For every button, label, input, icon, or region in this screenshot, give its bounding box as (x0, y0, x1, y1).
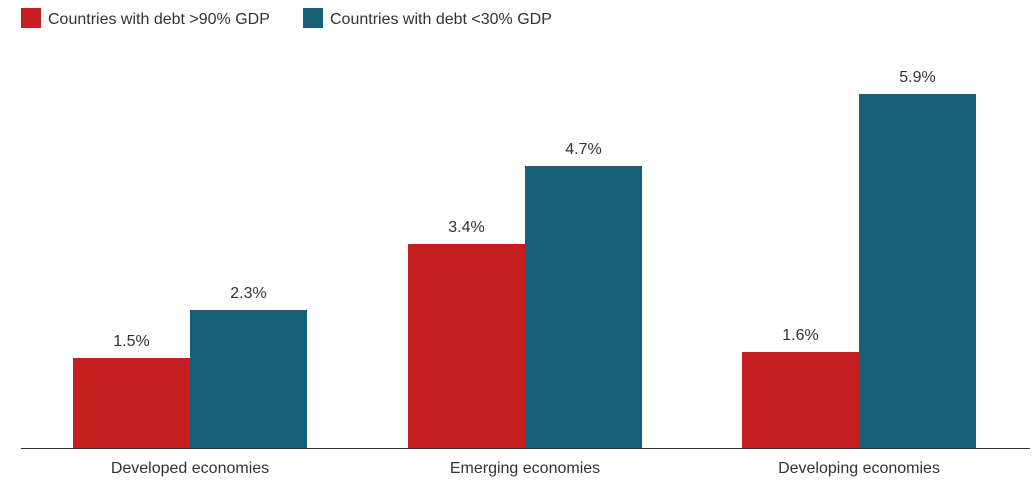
x-tick-label-emerging-economies: Emerging economies (450, 460, 600, 477)
x-tick-label-developed-economies: Developed economies (111, 460, 269, 477)
data-label-developed-economies-low-debt: 2.3% (230, 285, 266, 302)
bar-developing-economies-low-debt (859, 94, 976, 448)
legend: Countries with debt >90% GDP Countries w… (21, 8, 552, 28)
bar-emerging-economies-high-debt (408, 244, 525, 448)
legend-label-high-debt: Countries with debt >90% GDP (48, 11, 270, 28)
data-label-emerging-economies-high-debt: 3.4% (448, 219, 484, 236)
bars (73, 94, 976, 448)
bar-emerging-economies-low-debt (525, 166, 642, 448)
bar-developed-economies-low-debt (190, 310, 307, 448)
data-labels: 1.5% 2.3% 3.4% 4.7% 1.6% 5.9% (113, 69, 935, 350)
data-label-developing-economies-high-debt: 1.6% (782, 327, 818, 344)
x-axis-tick-labels: Developed economies Emerging economies Dev… (111, 460, 940, 477)
bar-developing-economies-high-debt (742, 352, 859, 448)
data-label-developed-economies-high-debt: 1.5% (113, 333, 149, 350)
data-label-emerging-economies-low-debt: 4.7% (565, 141, 601, 158)
legend-swatch-high-debt (21, 8, 41, 28)
data-label-developing-economies-low-debt: 5.9% (899, 69, 935, 86)
bar-developed-economies-high-debt (73, 358, 190, 448)
x-tick-label-developing-economies: Developing economies (778, 460, 940, 477)
legend-swatch-low-debt (303, 8, 323, 28)
legend-label-low-debt: Countries with debt <30% GDP (330, 11, 552, 28)
